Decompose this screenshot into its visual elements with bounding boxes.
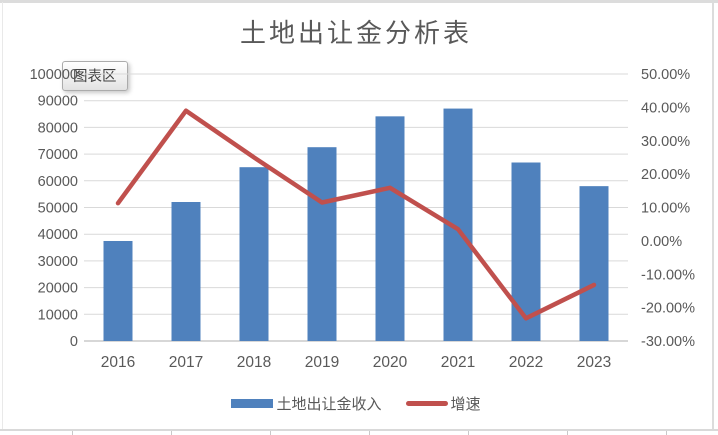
left-axis-tick-label: 100000 bbox=[30, 67, 78, 83]
left-axis-tick-label: 60000 bbox=[38, 174, 78, 190]
bar-2020[interactable] bbox=[375, 116, 405, 342]
bar-2019[interactable] bbox=[307, 147, 337, 341]
worksheet-cell-border bbox=[468, 430, 469, 435]
left-axis-tick-label: 30000 bbox=[38, 254, 78, 270]
legend-item-line-series[interactable]: 增速 bbox=[405, 393, 481, 414]
worksheet-cell-border bbox=[567, 430, 568, 435]
left-axis-tick-label: 50000 bbox=[38, 201, 78, 217]
x-axis-label-2018: 2018 bbox=[237, 354, 271, 371]
left-axis-tick-label: 0 bbox=[70, 334, 78, 350]
chart-object-border-right bbox=[712, 0, 714, 430]
worksheet-gridline-bottom bbox=[0, 429, 718, 431]
x-axis-label-2021: 2021 bbox=[441, 354, 475, 371]
left-axis-tick-label: 40000 bbox=[38, 227, 78, 243]
bar-series-swatch-icon bbox=[231, 398, 274, 408]
worksheet-cell-border bbox=[666, 430, 667, 435]
right-axis-tick-label: 50.00% bbox=[641, 67, 690, 83]
growth-rate-line[interactable] bbox=[115, 108, 597, 321]
bar-2018[interactable] bbox=[239, 167, 269, 341]
chart-area-tooltip: 图表区 bbox=[62, 61, 128, 91]
bar-2017[interactable] bbox=[171, 202, 201, 341]
left-axis-tick-label: 10000 bbox=[38, 307, 78, 323]
right-axis-tick-label: 40.00% bbox=[641, 100, 690, 116]
x-axis-label-2019: 2019 bbox=[305, 354, 339, 371]
chart-title[interactable]: 土地出让金分析表 bbox=[239, 19, 472, 49]
worksheet-cell-border bbox=[171, 430, 172, 435]
right-axis-tick-label: 30.00% bbox=[641, 134, 690, 150]
x-axis-label-2017: 2017 bbox=[169, 354, 203, 371]
right-axis-tick-label: 10.00% bbox=[641, 201, 690, 217]
bar-2016[interactable] bbox=[103, 240, 133, 341]
x-axis-label-2023: 2023 bbox=[577, 354, 611, 371]
chart-legend: 土地出让金收入 增速 bbox=[0, 392, 712, 414]
right-axis-tick-label: 20.00% bbox=[641, 167, 690, 183]
bar-2023[interactable] bbox=[579, 186, 609, 341]
left-axis-tick-label: 70000 bbox=[38, 147, 78, 163]
left-axis-tick-label: 80000 bbox=[38, 120, 78, 136]
worksheet-cell-border bbox=[369, 430, 370, 435]
right-axis-tick-label: -20.00% bbox=[641, 301, 695, 317]
worksheet-cell-border bbox=[72, 430, 73, 435]
right-axis-tick-label: -30.00% bbox=[641, 334, 695, 350]
worksheet-cell-border bbox=[270, 430, 271, 435]
left-axis-tick-label: 90000 bbox=[38, 94, 78, 110]
x-axis-label-2020: 2020 bbox=[373, 354, 408, 371]
x-axis-label-2022: 2022 bbox=[509, 354, 543, 371]
chart-object-border-left bbox=[2, 2, 3, 430]
worksheet-cell-border-top bbox=[0, 0, 718, 3]
x-axis-label-2016: 2016 bbox=[101, 354, 135, 371]
chart-area-tooltip-label: 图表区 bbox=[73, 69, 117, 85]
line-series-swatch-icon bbox=[405, 400, 448, 406]
right-axis-tick-label: 0.00% bbox=[641, 234, 682, 250]
legend-item-bar-series[interactable]: 土地出让金收入 bbox=[231, 393, 382, 414]
legend-label-bar-series: 土地出让金收入 bbox=[276, 395, 382, 413]
legend-label-line-series: 增速 bbox=[450, 395, 481, 413]
right-axis-tick-label: -10.00% bbox=[641, 267, 695, 283]
left-axis-tick-label: 20000 bbox=[38, 281, 78, 297]
